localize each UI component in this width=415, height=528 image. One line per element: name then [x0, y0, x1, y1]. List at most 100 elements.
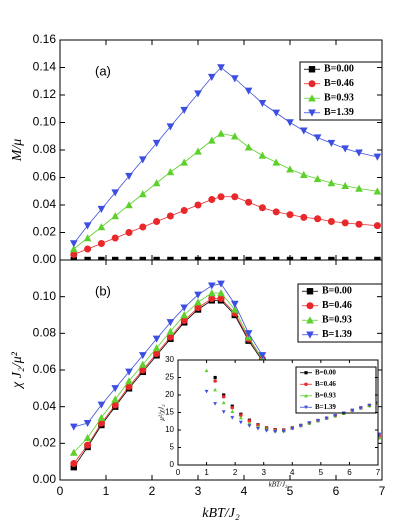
plot-area [69, 64, 382, 260]
marker [152, 179, 161, 187]
marker [97, 419, 105, 427]
series-line [73, 196, 378, 255]
marker [307, 421, 312, 425]
y-tick-label: 0.10 [33, 115, 57, 129]
marker [83, 222, 92, 230]
marker [138, 352, 147, 360]
marker [286, 119, 294, 127]
marker [138, 156, 147, 164]
x-tick-label: 2 [233, 468, 238, 477]
y-tick-label: 30 [165, 355, 174, 364]
marker [125, 368, 133, 376]
marker [327, 217, 335, 226]
marker [204, 368, 209, 373]
marker [181, 256, 188, 260]
legend-box [295, 366, 377, 414]
marker [217, 256, 225, 260]
marker [244, 87, 253, 95]
x-tick-label: 4 [290, 468, 295, 477]
marker [111, 234, 119, 242]
marker [208, 195, 216, 204]
marker [207, 282, 216, 290]
legend-label: B=1.39 [315, 403, 336, 411]
y-tick-label: 0.08 [33, 326, 57, 340]
marker [374, 256, 381, 260]
x-axis-label: kBT/J₂ [202, 506, 240, 521]
marker [152, 139, 161, 147]
y-tick-label: 20 [165, 390, 174, 399]
x-tick-label: 5 [319, 468, 324, 477]
marker [98, 256, 105, 260]
marker [166, 319, 175, 327]
marker [194, 256, 202, 260]
legend-marker [306, 316, 314, 324]
legend-label: B=0.93 [322, 315, 352, 326]
marker [258, 204, 266, 212]
marker [166, 168, 175, 176]
marker [138, 190, 147, 198]
marker [286, 211, 294, 219]
marker [213, 402, 218, 406]
marker [217, 193, 225, 201]
y-tick-label: 0.00 [33, 472, 57, 486]
marker [194, 291, 202, 299]
marker [180, 206, 188, 215]
marker [180, 106, 189, 114]
x-tick-label: 1 [103, 484, 110, 498]
y-tick-label: 10 [165, 425, 174, 434]
marker [139, 366, 147, 374]
marker [286, 256, 294, 260]
x-tick-label: 6 [333, 484, 340, 498]
series-line [73, 133, 378, 250]
marker [194, 298, 202, 306]
marker [205, 355, 209, 359]
marker [111, 395, 120, 403]
legend-label: B=0.93 [324, 93, 354, 104]
marker [153, 217, 161, 226]
y-tick-label: 5 [170, 443, 175, 452]
marker [208, 256, 215, 260]
marker [259, 256, 266, 260]
marker [258, 100, 267, 108]
legend-label: B=1.39 [322, 329, 352, 340]
marker [273, 430, 278, 434]
marker [83, 433, 92, 442]
marker [194, 90, 202, 98]
marker [69, 240, 78, 248]
x-tick-label: 3 [261, 468, 266, 477]
marker [341, 181, 350, 189]
marker [111, 212, 120, 220]
marker [180, 316, 188, 325]
marker [213, 375, 217, 380]
marker [207, 136, 216, 144]
marker [153, 256, 160, 260]
marker [111, 189, 120, 197]
marker [358, 406, 363, 410]
marker [328, 256, 335, 260]
legend-label: B=0.00 [315, 368, 336, 376]
marker [221, 394, 226, 399]
marker [125, 382, 133, 391]
x-tick-label: 0 [176, 468, 181, 477]
marker [355, 220, 363, 228]
marker [84, 245, 92, 253]
marker [194, 147, 202, 155]
marker [83, 234, 92, 242]
marker [69, 448, 78, 456]
marker [244, 143, 253, 151]
y-tick-label: 0.06 [33, 362, 57, 376]
marker [299, 127, 308, 135]
y-tick-label: 25 [165, 373, 174, 382]
marker [97, 413, 106, 421]
marker [217, 289, 225, 297]
marker [217, 129, 225, 137]
x-tick-label: 5 [287, 484, 294, 498]
x-tick-label: 4 [241, 484, 248, 498]
marker [221, 410, 226, 414]
marker [238, 420, 243, 425]
legend-marker [304, 371, 308, 375]
marker [245, 256, 252, 260]
y-tick-label: 0.04 [33, 399, 57, 413]
marker [313, 134, 322, 142]
